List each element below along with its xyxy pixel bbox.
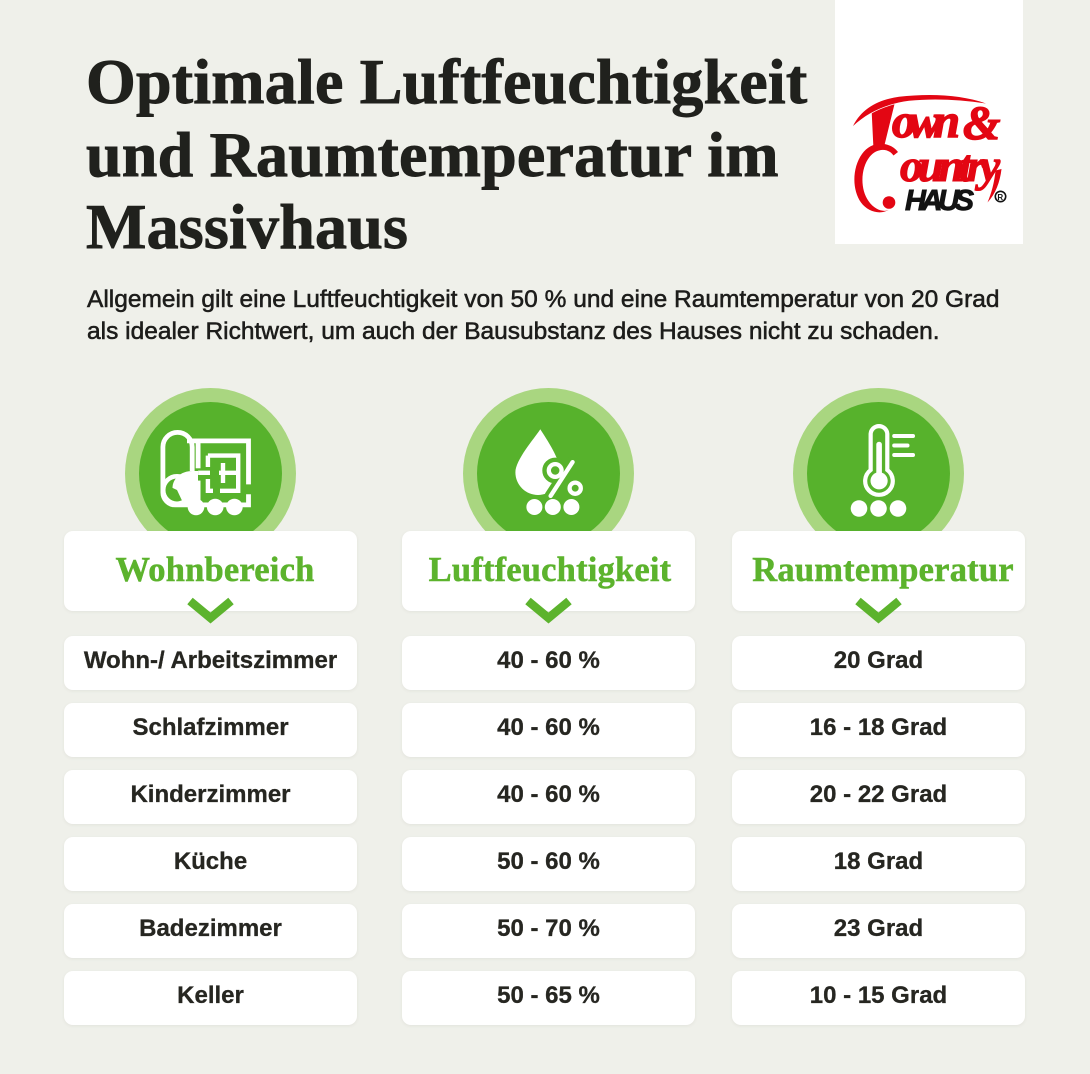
svg-text:HAUS: HAUS (905, 185, 975, 217)
svg-text:&: & (963, 97, 1000, 150)
svg-text:R: R (997, 193, 1003, 202)
svg-text:ountry: ountry (900, 140, 1001, 191)
svg-text:own: own (892, 95, 960, 148)
